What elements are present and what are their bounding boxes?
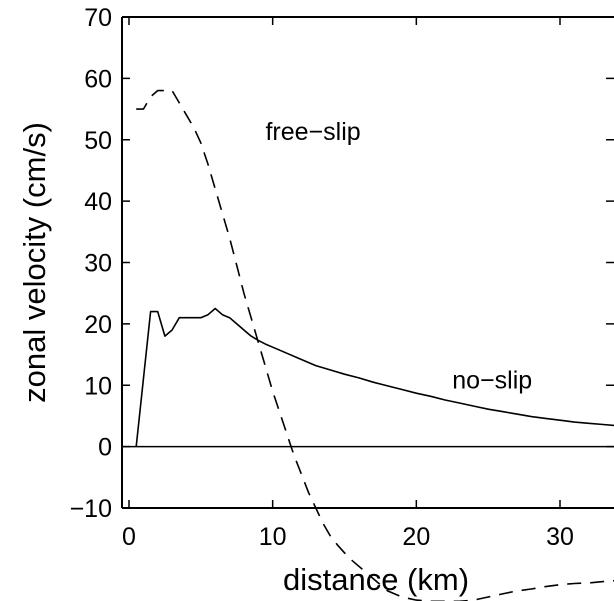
y-tick-label: 0	[98, 434, 112, 462]
annotation-label: no−slip	[452, 366, 532, 394]
y-tick-label: 20	[84, 311, 112, 339]
series-line-freeslip	[136, 89, 614, 601]
x-tick-label: 20	[402, 523, 430, 551]
y-tick-label: 70	[84, 4, 112, 32]
x-axis-label: distance (km)	[283, 562, 469, 597]
x-tick-label: 0	[122, 523, 136, 551]
y-tick-label: −10	[70, 495, 112, 523]
series-line-noslip	[135, 307, 614, 447]
y-axis-label: zonal velocity (cm/s)	[17, 122, 52, 403]
series-layer	[135, 89, 614, 601]
axis-ticks: −10 0 10 20 30 40 50 60 70 0 10 20 30	[70, 4, 614, 551]
y-tick-label: 40	[84, 188, 112, 216]
plot-frame	[121, 16, 614, 509]
y-tick-label: 50	[84, 127, 112, 155]
annotation-label: free−slip	[265, 118, 360, 146]
y-tick-label: 60	[84, 65, 112, 93]
y-tick-label: 30	[84, 250, 112, 278]
x-tick-label: 30	[546, 523, 574, 551]
x-tick-label: 10	[259, 523, 287, 551]
axis-labels: free−slip no−slip distance (km) zonal veloc…	[17, 118, 532, 597]
y-tick-label: 10	[84, 372, 112, 400]
